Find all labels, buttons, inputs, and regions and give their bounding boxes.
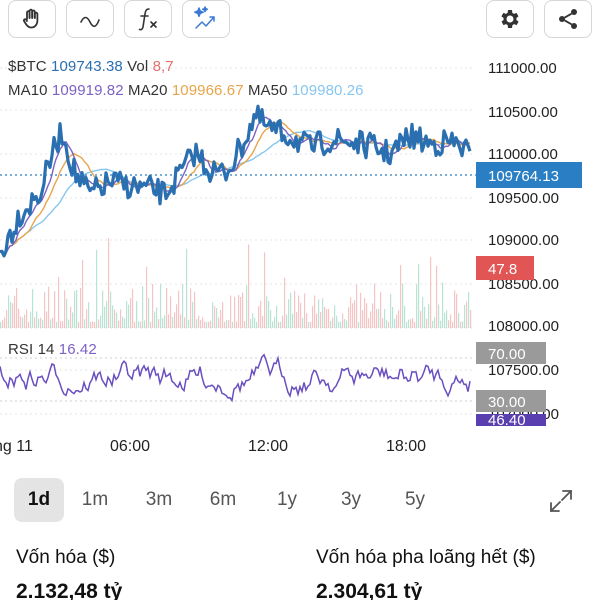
fdv-label: Vốn hóa pha loãng hết ($) (316, 547, 536, 568)
rsi-current-text: 46.40 (488, 412, 526, 429)
fdv-value: 2.304,61 tỷ (316, 580, 423, 600)
legend-row-1: $BTC 109743.38 Vol 8,7 (8, 58, 174, 75)
timeframe-tab-6m[interactable]: 6m (209, 489, 237, 510)
price-axis-label: 109000.00 (488, 232, 559, 249)
price-axis-label: 111000.00 (488, 60, 557, 77)
line-tool-button[interactable] (66, 0, 114, 38)
volume-badge-text: 47.8 (488, 261, 517, 278)
ma50-value: 109980.26 (291, 82, 364, 99)
rsi-lower-text: 30.00 (488, 394, 526, 411)
sparkle-chart-icon (194, 6, 215, 29)
time-axis-label: 12:00 (248, 438, 288, 455)
chart-toolbar (0, 0, 600, 44)
price-axis-label: 110000.00 (488, 146, 558, 163)
wave-icon (80, 16, 100, 28)
settings-button[interactable] (486, 0, 534, 38)
timeframe-tab-3m[interactable]: 3m (145, 489, 173, 510)
rsi-label: RSI 14 (8, 341, 55, 358)
time-axis-label: 06:00 (110, 438, 150, 455)
hand-icon (23, 8, 39, 29)
market-cap-value: 2.132,48 tỷ (16, 580, 123, 600)
share-button[interactable] (544, 0, 592, 38)
current-price-badge-text: 109764.13 (488, 168, 559, 185)
timeframe-tab-1m[interactable]: 1m (81, 489, 109, 510)
price-chart[interactable]: 111000.00 110500.00 110000.00 109500.00 1090… (0, 44, 600, 464)
rsi-upper-text: 70.00 (488, 346, 526, 363)
timeframe-tab-1d[interactable]: 1d (14, 478, 64, 522)
timeframe-tab-3y[interactable]: 3y (340, 489, 362, 510)
price-value: 109743.38 (51, 58, 123, 75)
price-axis-label: 108500.00 (488, 276, 559, 293)
rsi-value: 16.42 (58, 341, 97, 358)
rsi-upper-badge (476, 342, 546, 364)
price-axis-label: 109500.00 (488, 190, 559, 207)
ma20-label: MA20 (127, 82, 168, 99)
share-icon (559, 9, 577, 29)
price-axis-label: 110500.00 (488, 104, 558, 121)
current-price-badge (476, 162, 582, 188)
volume-badge (476, 256, 534, 280)
expand-icon[interactable] (548, 488, 574, 514)
price-axis-label: 107500.00 (488, 362, 559, 379)
indicator-button[interactable] (124, 0, 172, 38)
ma10-label: MA10 (8, 82, 48, 99)
ma10-value: 109919.82 (51, 82, 124, 99)
price-axis-label: 108000.00 (488, 318, 559, 335)
market-cap-label: Vốn hóa ($) (16, 547, 116, 568)
rsi-line (0, 353, 471, 403)
time-axis-label: 18:00 (386, 438, 426, 455)
time-axis-label: ng 11 (0, 438, 33, 455)
rsi-lower-badge (476, 390, 546, 412)
symbol-label: $BTC (8, 58, 47, 75)
vol-label: Vol (127, 58, 149, 75)
rsi-legend: RSI 14 16.42 (8, 341, 97, 358)
timeframe-tab-5y[interactable]: 5y (404, 489, 426, 510)
timeframe-tab-1y[interactable]: 1y (276, 489, 298, 510)
legend-row-2: MA10 109919.82 MA20 109966.67 MA50 10998… (8, 82, 364, 99)
hand-tool-button[interactable] (8, 0, 56, 38)
chart-canvas[interactable]: 111000.00 110500.00 110000.00 109500.00 1090… (0, 44, 600, 464)
volume-bars (0, 238, 472, 328)
ai-signal-button[interactable] (182, 0, 230, 38)
timeframe-selector: 1d 1m 3m 6m 1y 3y 5y (0, 478, 600, 522)
ma20-value: 109966.67 (171, 82, 244, 99)
function-icon (138, 8, 157, 31)
rsi-current-badge (476, 414, 546, 426)
ma50-label: MA50 (247, 82, 288, 99)
gear-icon (501, 10, 519, 28)
price-line (0, 104, 472, 258)
vol-value: 8,7 (152, 58, 174, 75)
